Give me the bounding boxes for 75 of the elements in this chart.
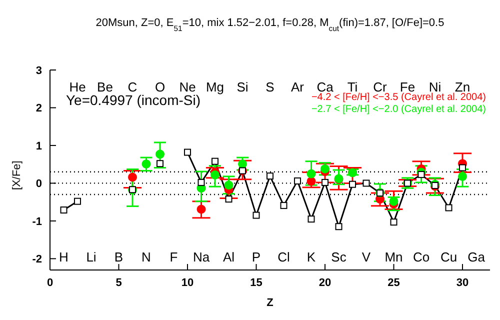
annotation: Li [86, 249, 96, 264]
point [224, 180, 234, 190]
annotation: Cl [278, 249, 290, 264]
x-tick-label: 15 [250, 276, 262, 289]
point [459, 164, 466, 172]
annotation: Sc [331, 249, 347, 264]
point [210, 170, 220, 180]
point [390, 218, 398, 226]
annotation: Si [236, 80, 248, 95]
annotation: H [59, 249, 68, 264]
point [418, 171, 425, 178]
point [389, 196, 398, 206]
point [184, 148, 191, 156]
x-axis-title: Z [266, 297, 274, 309]
annotation: F [170, 249, 178, 264]
x-tick-label: 25 [388, 276, 400, 289]
annotation: Be [97, 80, 113, 95]
annotation: B [114, 249, 124, 264]
point [128, 172, 137, 182]
annotation: C [128, 80, 138, 95]
point [142, 159, 151, 168]
annotation: Cu [440, 249, 458, 264]
text: −4.2 < [Fe/H] <−3.5 (Cayrel et al. 2004) [311, 92, 486, 104]
annotation: O [154, 80, 166, 95]
annotation: Ga [468, 249, 486, 264]
point [252, 212, 260, 219]
point [238, 159, 247, 168]
point [198, 178, 205, 186]
point [156, 150, 164, 159]
annotation: K [306, 249, 316, 264]
point [306, 169, 316, 178]
point [225, 196, 232, 203]
point [445, 204, 452, 212]
annotation: Ye=0.4997 (incom-Si) [66, 92, 201, 108]
x-tick-label: 0 [46, 276, 54, 289]
y-tick-label: -2 [32, 254, 42, 266]
annotation: Mn [384, 249, 403, 264]
point [335, 223, 342, 230]
annotation: Mg [206, 80, 224, 95]
point [74, 198, 81, 205]
x-tick-label: 10 [181, 276, 194, 289]
point [308, 216, 315, 223]
y-axis-title: [X/Fe] [10, 160, 23, 190]
point [458, 172, 467, 181]
annotation: S [266, 80, 275, 95]
annotation: P [252, 249, 261, 264]
annotation: Co [412, 249, 430, 264]
y-tick-label: 1 [36, 140, 42, 152]
point [266, 172, 274, 180]
x-tick-label: 20 [318, 276, 332, 289]
x-tick-label: 5 [116, 276, 122, 289]
point [322, 178, 328, 186]
point [349, 180, 356, 188]
point [306, 176, 316, 186]
point [362, 180, 370, 187]
point [156, 160, 164, 168]
annotation: Na [192, 249, 210, 264]
y-tick-label: 0 [36, 178, 42, 190]
point [60, 206, 68, 214]
chart-title: 20Msun, Z=0, E$_{51}$=10, mix 1.52−2.01, f=0.28, M$_{cut}$(fin)=1.87, [O/Fe]=0.5 [96, 17, 444, 32]
annotation: He [69, 80, 86, 95]
annotation: N [142, 249, 151, 264]
annotation: Ne [179, 80, 196, 95]
point [294, 177, 301, 184]
annotation: Al [222, 249, 235, 264]
point [196, 204, 206, 214]
y-tick-label: 3 [36, 64, 42, 77]
x-tick-label: 30 [456, 276, 469, 289]
point [280, 202, 288, 209]
text: −2.7 < [Fe/H] <−2.0 (Cayrel et al. 2004) [311, 104, 486, 116]
y-tick-label: 2 [36, 102, 42, 115]
point [212, 158, 218, 165]
annotation: V [362, 249, 371, 264]
y-tick-label: -1 [32, 216, 42, 228]
annotation: Ar [291, 80, 305, 95]
